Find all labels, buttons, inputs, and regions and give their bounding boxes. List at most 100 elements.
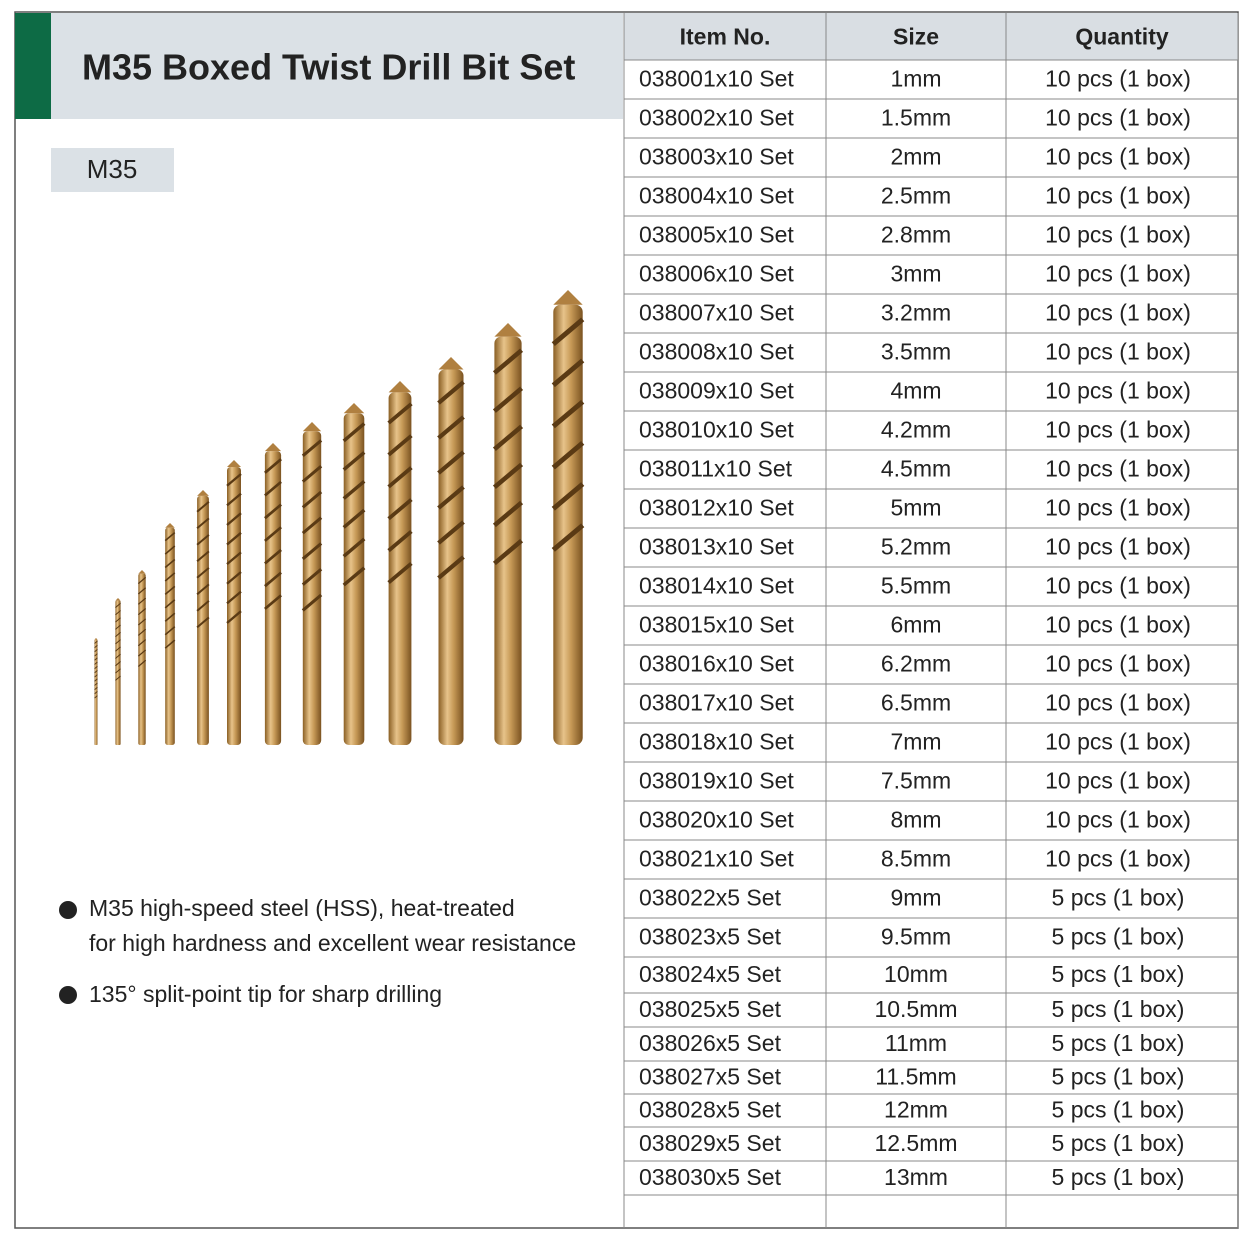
drill-bit	[138, 573, 146, 745]
flute	[115, 602, 121, 608]
flute	[94, 665, 98, 670]
cell: 10 pcs (1 box)	[1045, 651, 1191, 677]
feature-line: for high hardness and excellent wear res…	[89, 930, 576, 956]
drill-bit	[438, 369, 464, 745]
flute	[164, 612, 176, 622]
cell: 6.5mm	[881, 690, 951, 716]
drill-tip	[388, 381, 412, 393]
flute	[492, 500, 524, 528]
cell: 1mm	[890, 66, 941, 92]
flute	[137, 597, 147, 605]
flute	[301, 568, 323, 586]
cell: 038001x10 Set	[639, 66, 794, 92]
flute	[437, 520, 465, 545]
feature-line: M35 high-speed steel (HSS), heat-treated	[89, 895, 515, 921]
drill-tip	[115, 598, 121, 601]
cell: 7mm	[890, 729, 941, 755]
cell: 2mm	[890, 144, 941, 170]
cell: 10 pcs (1 box)	[1045, 690, 1191, 716]
cell: 5 pcs (1 box)	[1052, 1030, 1185, 1056]
flute	[264, 458, 282, 474]
cell: 9mm	[890, 885, 941, 911]
cell: 3.2mm	[881, 300, 951, 326]
flute	[94, 682, 98, 686]
cell: 038018x10 Set	[639, 729, 794, 755]
flute	[387, 530, 413, 553]
cell: 10 pcs (1 box)	[1045, 378, 1191, 404]
flute	[387, 498, 413, 521]
cell: 10 pcs (1 box)	[1045, 807, 1191, 833]
cell: 038012x10 Set	[639, 495, 794, 521]
flute	[226, 531, 242, 546]
flute	[94, 695, 98, 699]
tag-box	[51, 148, 174, 192]
flute	[164, 545, 176, 555]
cell: 4.2mm	[881, 417, 951, 443]
flute	[492, 348, 524, 375]
spec-table: Item No. Size Quantity 038001x10 Set 1mm 10 p…	[623, 13, 1239, 1228]
cell: 5 pcs (1 box)	[1052, 1164, 1185, 1190]
cell: 10mm	[884, 961, 948, 987]
cell: 10 pcs (1 box)	[1045, 768, 1191, 794]
cell: 10 pcs (1 box)	[1045, 534, 1191, 560]
feature: 135° split-point tip for sharp drilling	[89, 981, 442, 1007]
flute	[164, 558, 176, 569]
cell: 038029x5 Set	[639, 1130, 782, 1156]
flute	[164, 572, 176, 582]
cell: 10 pcs (1 box)	[1045, 261, 1191, 287]
cell: 13mm	[884, 1164, 948, 1190]
flute	[115, 675, 121, 681]
cell: 5.5mm	[881, 573, 951, 599]
flute	[437, 415, 465, 440]
cell: 10 pcs (1 box)	[1045, 612, 1191, 638]
flute	[551, 399, 585, 429]
flute	[387, 466, 413, 489]
flute	[94, 670, 98, 674]
tag: M35	[87, 154, 138, 184]
flute	[94, 691, 98, 695]
drill-tip	[553, 290, 583, 305]
flute	[115, 646, 121, 652]
cell: 6mm	[890, 612, 941, 638]
cell: 10 pcs (1 box)	[1045, 66, 1191, 92]
cell: 5.2mm	[881, 534, 951, 560]
column-header: Size	[893, 24, 939, 50]
flute	[492, 386, 524, 413]
flute	[94, 644, 98, 649]
cell: 038002x10 Set	[639, 105, 794, 131]
flute	[137, 659, 147, 667]
column-header: Item No.	[680, 24, 771, 50]
drill-bit	[227, 467, 241, 745]
flute	[437, 555, 465, 580]
cell: 5 pcs (1 box)	[1052, 961, 1185, 987]
cell: 2.8mm	[881, 222, 951, 248]
cell: 4.5mm	[881, 456, 951, 482]
flute	[196, 501, 210, 513]
flute	[301, 542, 323, 561]
flute	[387, 561, 413, 585]
flute	[115, 610, 121, 616]
cell: 11.5mm	[875, 1064, 956, 1090]
cell: 038003x10 Set	[639, 144, 794, 170]
table-header-bg	[624, 13, 1238, 60]
flute	[264, 594, 282, 610]
flute	[342, 451, 366, 472]
cell: 5mm	[890, 495, 941, 521]
flute	[301, 516, 323, 535]
cell: 038028x5 Set	[639, 1097, 782, 1123]
drill-bit	[165, 527, 175, 745]
cell: 038024x5 Set	[639, 961, 782, 987]
flute	[115, 631, 121, 638]
cell: 10 pcs (1 box)	[1045, 339, 1191, 365]
flute	[437, 485, 465, 510]
cell: 12mm	[884, 1097, 948, 1123]
cell: 10 pcs (1 box)	[1045, 222, 1191, 248]
column-header: Quantity	[1075, 24, 1168, 50]
flute	[264, 548, 282, 565]
flute	[196, 534, 210, 546]
cell: 038005x10 Set	[639, 222, 794, 248]
cell: 9.5mm	[881, 924, 951, 950]
drill-tip	[227, 460, 241, 467]
flute	[492, 538, 524, 566]
flute	[137, 576, 147, 585]
